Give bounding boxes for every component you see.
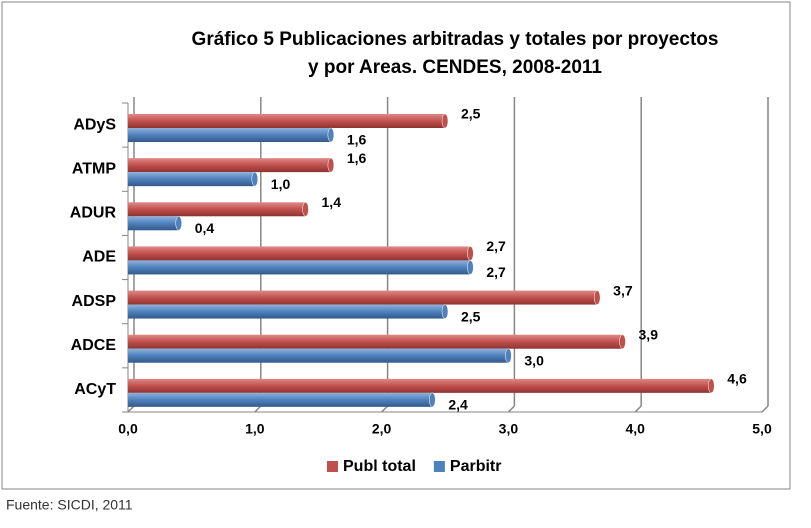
x-tick: [254, 405, 262, 413]
data-label: 2,5: [461, 106, 481, 122]
bar-cap: [327, 157, 335, 173]
y-tick-label: ADCE: [71, 337, 117, 354]
data-label: 3,7: [613, 282, 633, 298]
data-label: 1,6: [347, 132, 367, 148]
data-label: 2,7: [486, 238, 506, 254]
x-tick-label: 0,0: [118, 421, 138, 437]
source-note: Fuente: SICDI, 2011: [6, 497, 133, 513]
data-label: 1,4: [322, 194, 342, 210]
y-tick-label: ACyT: [74, 381, 116, 398]
bar-cap: [505, 348, 512, 363]
y-tick-label: ADE: [82, 249, 116, 266]
bar-cap: [441, 304, 449, 319]
x-tick-label: 3,0: [499, 421, 519, 437]
bar: [128, 202, 306, 217]
bar-cap: [441, 113, 449, 129]
bar: [128, 290, 598, 305]
bar-cap: [302, 202, 309, 217]
x-tick: [381, 405, 389, 413]
chart-title: y por Areas. CENDES, 2008-2011: [308, 57, 602, 78]
data-label: 1,0: [271, 176, 291, 192]
bar: [128, 158, 331, 173]
data-label: 2,5: [461, 308, 481, 324]
x-tick-label: 1,0: [245, 421, 265, 437]
x-tick-label: 5,0: [752, 421, 772, 437]
x-tick-label: 4,0: [625, 421, 645, 437]
bar: [128, 128, 331, 142]
bar: [128, 378, 712, 393]
x-tick: [507, 405, 515, 413]
legend-label: Parbitr: [450, 458, 502, 475]
legend-swatch: [433, 461, 445, 472]
legend-swatch: [327, 461, 338, 472]
bar-cap: [708, 378, 715, 394]
x-tick: [127, 405, 135, 413]
data-label: 0,4: [195, 220, 215, 236]
y-tick-label: ATMP: [72, 160, 116, 177]
bar-cap: [467, 246, 474, 261]
y-tick-label: ADyS: [73, 116, 116, 133]
x-tick: [634, 405, 642, 413]
bar: [128, 246, 471, 261]
bar-cap: [593, 290, 601, 305]
y-tick-label: ADUR: [70, 205, 117, 222]
bar: [128, 260, 471, 275]
data-label: 2,7: [486, 264, 506, 280]
bar: [128, 348, 509, 363]
y-tick-label: ADSP: [72, 293, 117, 310]
bar: [128, 334, 623, 349]
bar-cap: [175, 216, 182, 231]
bar: [128, 304, 445, 319]
bar-cap: [327, 127, 335, 143]
bar-cap: [467, 260, 474, 275]
bar-cap: [429, 392, 436, 408]
bar-cap: [619, 334, 626, 349]
x-tick-label: 2,0: [372, 421, 392, 437]
bar: [128, 216, 179, 231]
data-label: 3,9: [639, 326, 659, 342]
bar: [128, 172, 255, 187]
x-tick: [761, 405, 769, 413]
data-label: 1,6: [347, 150, 367, 166]
data-label: 2,4: [448, 397, 468, 413]
bar: [128, 114, 445, 128]
chart-title: Gráfico 5 Publicaciones arbitradas y tot…: [192, 29, 719, 50]
data-label: 4,6: [727, 371, 747, 387]
bar-cap: [251, 171, 259, 187]
legend-label: Publ total: [343, 458, 416, 475]
bar: [128, 392, 433, 407]
data-label: 3,0: [524, 352, 544, 368]
